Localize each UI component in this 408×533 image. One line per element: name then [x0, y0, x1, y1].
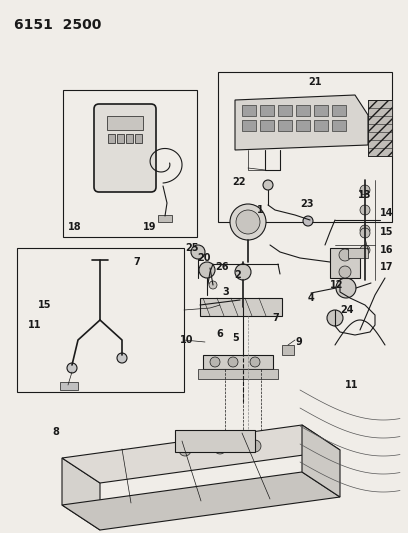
- Polygon shape: [235, 95, 368, 150]
- Text: 1: 1: [257, 205, 264, 215]
- Text: 9: 9: [295, 337, 302, 347]
- Bar: [260, 105, 274, 116]
- Bar: [17, 248, 184, 392]
- Polygon shape: [62, 425, 340, 483]
- Text: 16: 16: [380, 245, 393, 255]
- Text: 7: 7: [133, 257, 140, 267]
- Bar: [107, 116, 143, 130]
- Bar: [60, 382, 78, 390]
- Circle shape: [263, 180, 273, 190]
- Circle shape: [209, 281, 217, 289]
- Text: 24: 24: [340, 305, 353, 315]
- Text: 23: 23: [300, 199, 313, 209]
- Text: 19: 19: [143, 222, 157, 232]
- Text: 12: 12: [330, 280, 344, 290]
- Bar: [135, 134, 142, 143]
- Bar: [332, 105, 346, 116]
- Polygon shape: [62, 458, 100, 530]
- Circle shape: [360, 185, 370, 195]
- Text: 4: 4: [308, 293, 315, 303]
- Bar: [314, 120, 328, 131]
- Circle shape: [339, 249, 351, 261]
- Text: 6151  2500: 6151 2500: [14, 18, 101, 32]
- Circle shape: [228, 357, 238, 367]
- Text: 14: 14: [380, 208, 393, 218]
- Bar: [200, 298, 282, 316]
- Bar: [126, 134, 133, 143]
- Text: 8: 8: [52, 427, 59, 437]
- Text: 7: 7: [272, 313, 279, 323]
- Circle shape: [336, 278, 356, 298]
- Polygon shape: [62, 472, 340, 530]
- Text: 6: 6: [216, 329, 223, 339]
- Text: 21: 21: [308, 77, 322, 87]
- Text: 2: 2: [234, 270, 241, 280]
- Circle shape: [303, 216, 313, 226]
- Bar: [242, 105, 256, 116]
- Text: 15: 15: [380, 227, 393, 237]
- Text: 11: 11: [28, 320, 42, 330]
- Text: 25: 25: [185, 243, 199, 253]
- Polygon shape: [302, 425, 340, 497]
- Circle shape: [339, 266, 351, 278]
- Text: 5: 5: [232, 333, 239, 343]
- Text: 13: 13: [358, 190, 372, 200]
- Circle shape: [191, 245, 205, 259]
- Circle shape: [117, 353, 127, 363]
- Bar: [260, 120, 274, 131]
- Bar: [296, 105, 310, 116]
- Bar: [278, 105, 292, 116]
- Bar: [282, 345, 294, 355]
- Bar: [203, 355, 273, 369]
- FancyBboxPatch shape: [94, 104, 156, 192]
- Bar: [63, 90, 197, 237]
- Circle shape: [360, 225, 370, 235]
- Bar: [242, 120, 256, 131]
- Text: 18: 18: [68, 222, 82, 232]
- Text: 20: 20: [197, 253, 211, 263]
- Circle shape: [214, 442, 226, 454]
- Circle shape: [360, 205, 370, 215]
- Circle shape: [327, 310, 343, 326]
- Bar: [198, 369, 278, 379]
- Circle shape: [230, 204, 266, 240]
- Bar: [108, 134, 115, 143]
- Circle shape: [249, 440, 261, 452]
- Bar: [368, 100, 392, 156]
- Bar: [314, 105, 328, 116]
- Bar: [117, 134, 124, 143]
- Text: 11: 11: [345, 380, 359, 390]
- Text: 22: 22: [232, 177, 246, 187]
- Circle shape: [236, 210, 260, 234]
- Circle shape: [250, 357, 260, 367]
- Circle shape: [360, 245, 370, 255]
- Circle shape: [210, 357, 220, 367]
- Circle shape: [235, 264, 251, 280]
- Circle shape: [199, 262, 215, 278]
- Bar: [296, 120, 310, 131]
- Circle shape: [67, 363, 77, 373]
- Text: 26: 26: [215, 262, 228, 272]
- Bar: [330, 248, 360, 278]
- Bar: [278, 120, 292, 131]
- Text: 15: 15: [38, 300, 51, 310]
- Bar: [175, 430, 255, 452]
- Bar: [332, 120, 346, 131]
- Bar: [348, 248, 368, 258]
- Bar: [218, 72, 392, 222]
- Text: 3: 3: [222, 287, 229, 297]
- Text: 10: 10: [180, 335, 193, 345]
- Text: 17: 17: [380, 262, 393, 272]
- Bar: [158, 215, 172, 222]
- Circle shape: [360, 228, 370, 238]
- Circle shape: [179, 444, 191, 456]
